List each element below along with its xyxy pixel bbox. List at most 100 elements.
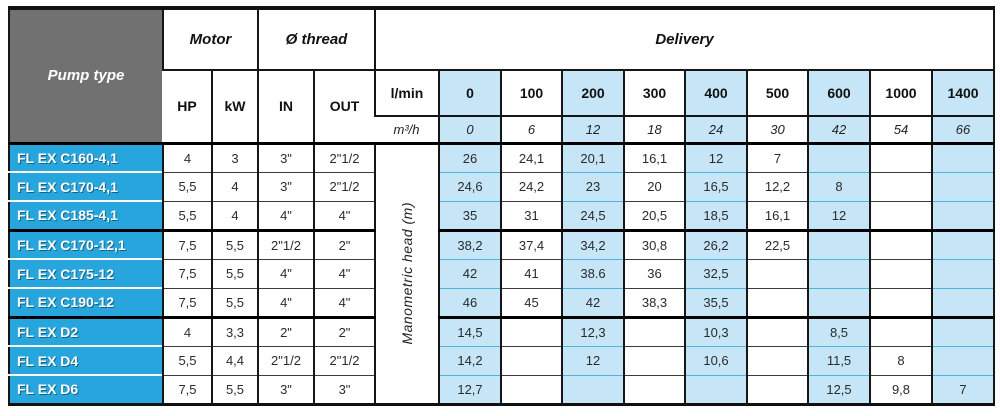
head-value-cell <box>930 345 995 375</box>
head-value-cell: 8 <box>807 171 870 201</box>
kw-cell: 4,4 <box>211 345 258 375</box>
head-value-cell: 10,6 <box>684 345 747 375</box>
head-value-cell <box>807 287 870 317</box>
head-value-cell: 38.6 <box>561 258 624 288</box>
head-value-cell <box>561 374 624 404</box>
head-value-cell: 10,3 <box>684 315 747 346</box>
table-row: FL EX D2 4 3,3 2" 2" 14,5 12,3 10,3 8,5 <box>9 315 995 346</box>
kw-cell: 5,5 <box>211 228 258 259</box>
m3h-value-header: 12 <box>561 115 624 143</box>
head-value-cell <box>746 345 808 375</box>
kw-cell: 4 <box>211 171 258 201</box>
thread-out-cell: 2"1/2 <box>313 345 375 375</box>
hp-cell: 5,5 <box>162 200 212 230</box>
pump-specification-table: Pump type Motor Ø thread Delivery HP kW … <box>8 6 996 406</box>
m3h-value-header: 66 <box>930 115 995 143</box>
head-value-cell: 18,5 <box>684 200 747 230</box>
head-value-cell: 37,4 <box>500 228 562 259</box>
pump-name-cell: FL EX C160-4,1 <box>9 141 163 172</box>
m3h-value-header: 24 <box>684 115 747 143</box>
pump-name-cell: FL EX C185-4,1 <box>9 200 163 230</box>
m3h-value-header: 42 <box>807 115 870 143</box>
kw-cell: 4 <box>211 200 258 230</box>
head-value-cell: 22,5 <box>746 228 808 259</box>
thread-out-cell: 2" <box>313 228 375 259</box>
thread-in-cell: 4" <box>257 287 314 317</box>
head-value-cell: 26,2 <box>684 228 747 259</box>
head-value-cell: 14,2 <box>438 345 501 375</box>
head-value-cell: 26 <box>438 141 501 172</box>
head-value-cell: 9,8 <box>869 374 932 404</box>
head-value-cell: 31 <box>500 200 562 230</box>
pump-name-cell: FL EX D4 <box>9 345 163 375</box>
head-value-cell: 24,1 <box>500 141 562 172</box>
hp-cell: 4 <box>162 315 212 346</box>
thread-header: Ø thread <box>257 8 375 70</box>
table-row: FL EX D4 5,5 4,4 2"1/2 2"1/2 14,2 12 10,… <box>9 345 995 375</box>
thread-in-column-header: IN <box>257 69 314 143</box>
head-value-cell: 16,5 <box>684 171 747 201</box>
head-value-cell: 23 <box>561 171 624 201</box>
lmin-value-header: 100 <box>500 69 562 116</box>
pump-name-cell: FL EX D2 <box>9 315 163 346</box>
lmin-value-header: 0 <box>438 69 501 116</box>
hp-cell: 5,5 <box>162 171 212 201</box>
head-value-cell <box>869 287 932 317</box>
table-row: FL EX D6 7,5 5,5 3" 3" 12,7 12,5 9,8 7 <box>9 374 995 404</box>
kw-cell: 5,5 <box>211 374 258 404</box>
head-value-cell: 12,2 <box>746 171 808 201</box>
table-row: FL EX C185-4,1 5,5 4 4" 4" 35 31 24,5 20… <box>9 200 995 230</box>
head-value-cell: 38,3 <box>623 287 685 317</box>
manometric-head-axis-cell: Manometric head (m) <box>374 141 439 404</box>
m3h-value-header: 30 <box>746 115 808 143</box>
lmin-value-header: 200 <box>561 69 624 116</box>
thread-out-cell: 3" <box>313 374 375 404</box>
head-value-cell <box>500 315 562 346</box>
head-value-cell <box>623 374 685 404</box>
head-value-cell <box>746 287 808 317</box>
thread-out-cell: 4" <box>313 258 375 288</box>
thread-out-cell: 4" <box>313 200 375 230</box>
m3h-value-header: 6 <box>500 115 562 143</box>
head-value-cell <box>869 258 932 288</box>
lmin-value-header: 1400 <box>930 69 995 116</box>
table-row: FL EX C175-12 7,5 5,5 4" 4" 42 41 38.6 3… <box>9 258 995 288</box>
pump-name-cell: FL EX C175-12 <box>9 258 163 288</box>
m3h-value-header: 18 <box>623 115 685 143</box>
head-value-cell: 12 <box>684 141 747 172</box>
head-value-cell <box>930 171 995 201</box>
pump-type-header: Pump type <box>9 8 163 143</box>
head-value-cell: 24,2 <box>500 171 562 201</box>
thread-in-cell: 4" <box>257 200 314 230</box>
lmin-value-header: 1000 <box>869 69 932 116</box>
kw-cell: 3 <box>211 141 258 172</box>
head-value-cell: 24,6 <box>438 171 501 201</box>
head-value-cell: 45 <box>500 287 562 317</box>
table-row: FL EX C170-12,1 7,5 5,5 2"1/2 2" 38,2 37… <box>9 228 995 259</box>
head-value-cell: 41 <box>500 258 562 288</box>
hp-cell: 7,5 <box>162 287 212 317</box>
head-value-cell <box>807 228 870 259</box>
hp-cell: 4 <box>162 141 212 172</box>
head-value-cell: 35 <box>438 200 501 230</box>
thread-out-cell: 2" <box>313 315 375 346</box>
head-value-cell <box>930 200 995 230</box>
head-value-cell: 20,1 <box>561 141 624 172</box>
head-value-cell: 7 <box>930 374 995 404</box>
thread-out-column-header: OUT <box>313 69 375 143</box>
head-value-cell: 46 <box>438 287 501 317</box>
head-value-cell: 8 <box>869 345 932 375</box>
head-value-cell <box>869 315 932 346</box>
head-value-cell <box>623 315 685 346</box>
head-value-cell: 16,1 <box>623 141 685 172</box>
head-value-cell <box>684 374 747 404</box>
kw-cell: 3,3 <box>211 315 258 346</box>
lmin-value-header: 500 <box>746 69 808 116</box>
m3h-value-header: 0 <box>438 115 501 143</box>
motor-header: Motor <box>162 8 258 70</box>
head-value-cell: 11,5 <box>807 345 870 375</box>
thread-in-cell: 2" <box>257 315 314 346</box>
head-value-cell: 20 <box>623 171 685 201</box>
head-value-cell <box>930 315 995 346</box>
head-value-cell <box>746 258 808 288</box>
